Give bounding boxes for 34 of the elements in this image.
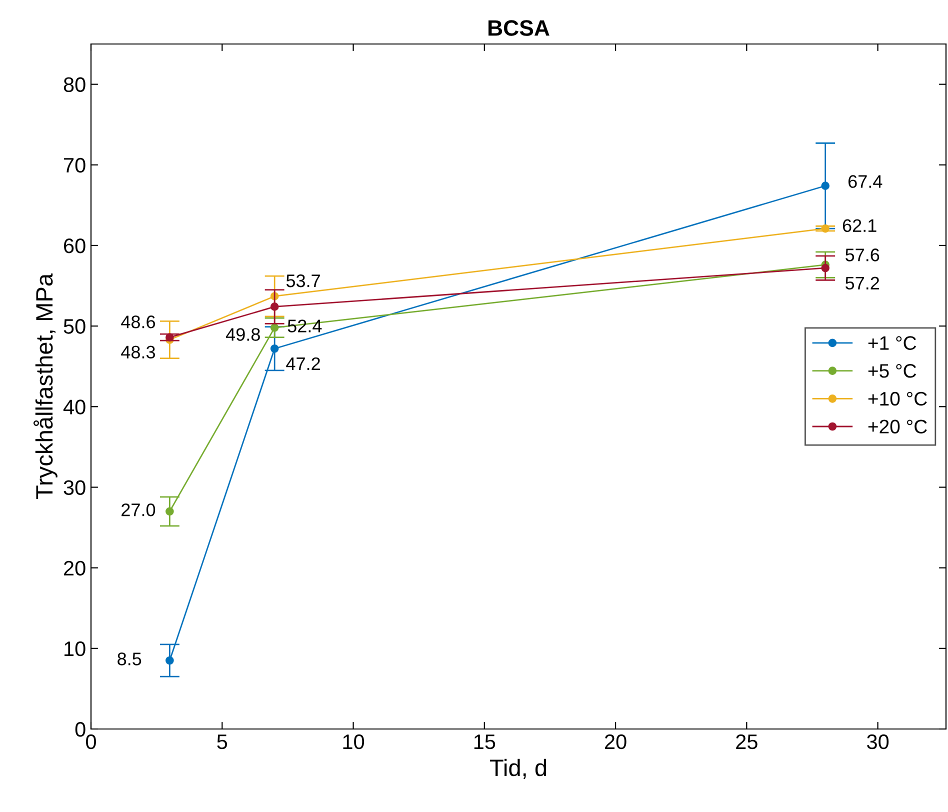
y-tick-label: 30 [64, 480, 86, 495]
data-label: 57.6 [846, 248, 880, 262]
y-tick-label: 50 [64, 319, 86, 334]
x-tick-label: 20 [605, 734, 626, 750]
data-label: 67.4 [848, 175, 882, 188]
data-label: 27.0 [122, 503, 156, 516]
y-tick-label: 60 [64, 238, 86, 254]
x-tick-label: 25 [736, 734, 758, 750]
legend-label: +1 °C [868, 336, 916, 350]
y-tick-label: 20 [64, 560, 86, 576]
y-tick-label: 80 [64, 77, 86, 92]
chart-title: BCSA [488, 20, 550, 36]
legend-label: +5 °C [868, 364, 916, 378]
data-label: 48.3 [121, 346, 155, 358]
x-tick-label: 10 [343, 734, 364, 750]
y-axis-title: Tryckhållfasthet, MPa [33, 273, 58, 500]
data-label: 49.8 [226, 328, 260, 341]
x-tick-label: 0 [86, 734, 96, 750]
data-label: 57.2 [846, 276, 880, 290]
y-tick-label: 70 [64, 158, 86, 173]
y-tick-label: 40 [63, 400, 86, 414]
x-tick-label: 15 [474, 734, 496, 750]
y-tick-label: 10 [64, 641, 86, 656]
data-label: 62.1 [842, 219, 876, 232]
y-tick-label: 0 [75, 722, 86, 737]
legend-label: +20 °C [868, 420, 927, 434]
data-label: 48.6 [121, 316, 155, 328]
data-label: 47.2 [286, 357, 320, 370]
x-tick-label: 5 [217, 734, 228, 750]
data-label: 53.7 [286, 274, 320, 288]
legend-label: +10 °C [868, 392, 927, 406]
x-axis-title: Tid, d [490, 758, 546, 779]
x-tick-label: 30 [867, 734, 889, 750]
data-label: 8.5 [118, 652, 142, 666]
